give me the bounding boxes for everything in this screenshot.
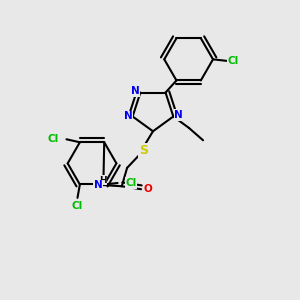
Text: O: O	[143, 184, 152, 194]
Text: N: N	[174, 110, 183, 120]
Text: H: H	[99, 176, 106, 185]
Text: Cl: Cl	[48, 134, 59, 144]
Text: N: N	[124, 112, 133, 122]
Text: N: N	[131, 86, 140, 96]
Text: N: N	[94, 180, 102, 190]
Text: Cl: Cl	[72, 201, 83, 211]
Text: Cl: Cl	[125, 178, 136, 188]
Text: Cl: Cl	[227, 56, 239, 66]
Text: S: S	[139, 144, 148, 157]
